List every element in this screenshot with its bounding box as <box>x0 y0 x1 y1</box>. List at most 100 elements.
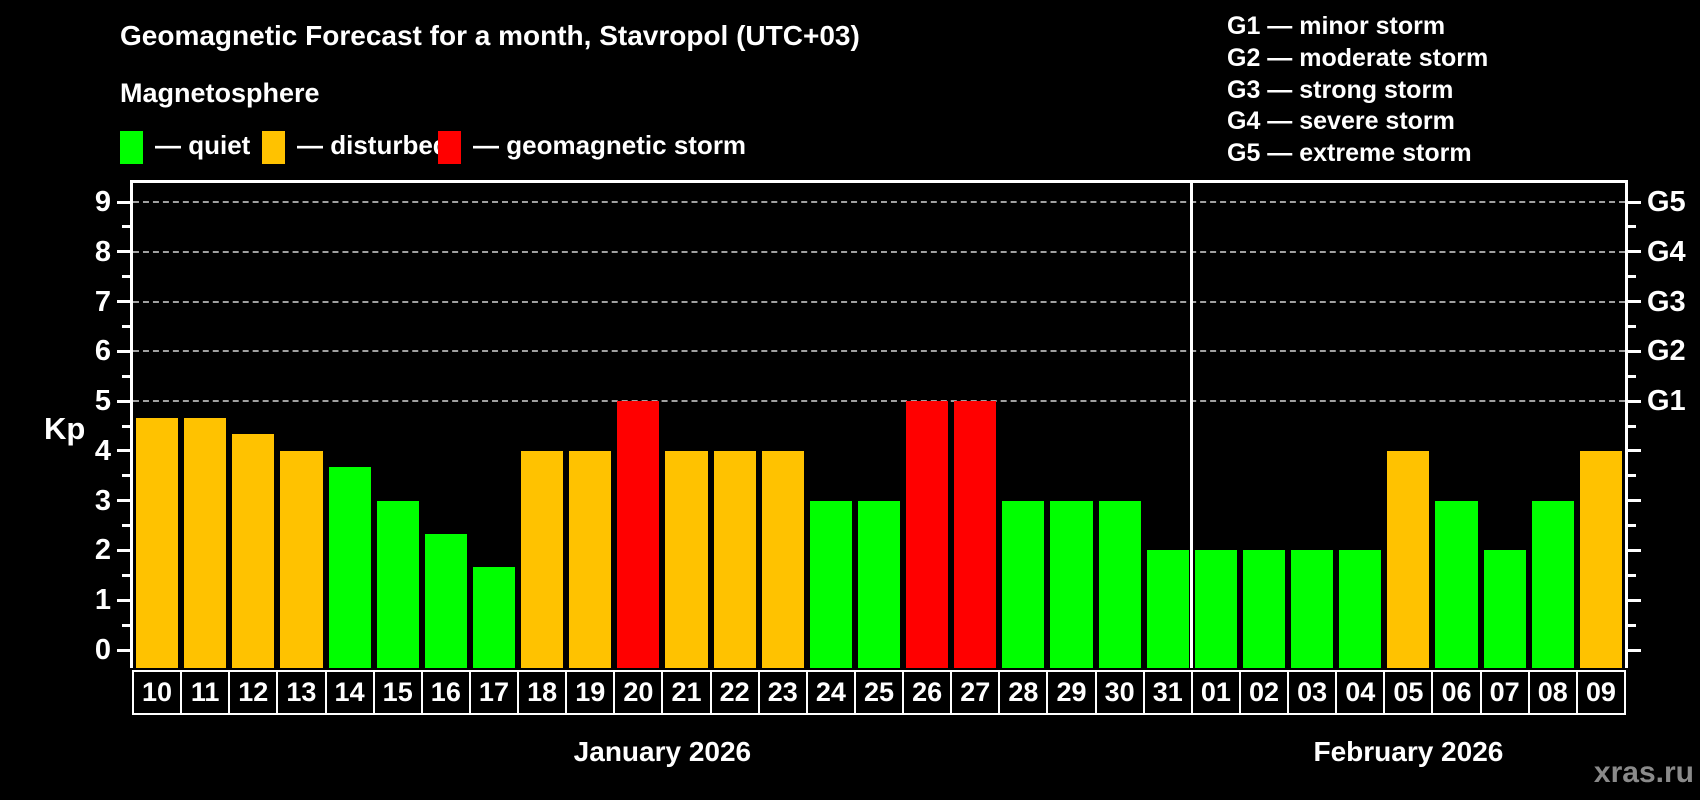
y-axis-tick <box>122 524 130 528</box>
gridline-kp7 <box>133 300 1625 303</box>
kp-bar-day-26 <box>906 401 949 668</box>
legend-item-storm: — geomagnetic storm <box>438 130 747 167</box>
right-axis-tick <box>1628 474 1636 478</box>
y-tick-label-8: 8 <box>94 235 111 268</box>
right-axis-tick <box>1628 449 1641 453</box>
y-axis-tick <box>122 374 130 378</box>
legend-item-disturbed: — disturbed <box>262 130 449 167</box>
y-tick-label-6: 6 <box>94 335 111 368</box>
plot-border-right <box>1625 180 1628 668</box>
gridline-kp8 <box>133 250 1625 253</box>
y-tick-label-4: 4 <box>94 434 111 467</box>
right-axis-tick <box>1628 399 1641 403</box>
day-label-28: 28 <box>998 670 1049 715</box>
month-divider <box>1190 183 1194 668</box>
kp-bar-day-16 <box>424 534 467 668</box>
kp-bar-day-10 <box>136 417 179 668</box>
y-axis-tick <box>117 349 130 353</box>
y-axis-tick <box>117 399 130 403</box>
month-label-right: February 2026 <box>1313 736 1504 767</box>
day-label-09: 09 <box>1575 670 1626 715</box>
right-axis-tick <box>1628 324 1636 328</box>
y-axis-tick <box>117 449 130 453</box>
disturbed-color-swatch <box>262 131 285 164</box>
y-axis-tick <box>122 623 130 627</box>
y-tick-label-7: 7 <box>94 285 111 318</box>
month-label-left: January 2026 <box>573 736 752 767</box>
g-scale-label-G4: G4 <box>1647 235 1686 268</box>
y-axis-title: Kp <box>44 411 86 446</box>
watermark: xras.ru <box>1593 756 1694 789</box>
y-axis-tick <box>122 573 130 577</box>
y-axis-tick <box>117 200 130 204</box>
kp-bar-day-23 <box>761 450 804 668</box>
y-tick-label-9: 9 <box>94 186 111 218</box>
legend-label: — quiet <box>155 130 251 160</box>
day-label-21: 21 <box>661 670 712 715</box>
storm-color-swatch <box>438 131 461 164</box>
right-axis-tick <box>1628 499 1641 503</box>
storm-scale-line: G3 — strong storm <box>1227 75 1454 104</box>
kp-bar-day-25 <box>857 500 901 668</box>
day-label-22: 22 <box>709 670 760 715</box>
plot-border-left <box>130 180 133 668</box>
storm-scale-line: G4 — severe storm <box>1227 107 1455 136</box>
storm-scale-line: G2 — moderate storm <box>1227 43 1489 72</box>
plot-border-top <box>130 180 1628 183</box>
right-axis-tick <box>1628 598 1641 602</box>
legend-item-quiet: — quiet <box>120 130 251 167</box>
right-axis-tick <box>1628 548 1641 552</box>
day-label-13: 13 <box>276 670 327 715</box>
kp-bar-day-04 <box>1339 550 1382 668</box>
right-axis-tick <box>1628 374 1636 378</box>
day-label-03: 03 <box>1287 670 1338 715</box>
y-tick-label-5: 5 <box>94 385 111 418</box>
day-label-07: 07 <box>1479 670 1530 715</box>
kp-bar-day-28 <box>1002 500 1045 668</box>
day-label-16: 16 <box>420 670 471 715</box>
right-axis-tick <box>1628 648 1641 652</box>
kp-bar-day-30 <box>1098 500 1141 668</box>
y-axis-tick <box>117 548 130 552</box>
kp-bar-day-29 <box>1050 500 1093 668</box>
kp-bar-day-14 <box>328 467 371 668</box>
kp-bar-day-13 <box>280 450 323 668</box>
y-axis-tick <box>122 225 130 229</box>
day-label-17: 17 <box>468 670 520 715</box>
day-label-20: 20 <box>613 670 664 715</box>
right-axis-tick <box>1628 225 1636 229</box>
kp-bar-day-21 <box>665 450 708 668</box>
y-axis-tick <box>117 300 130 304</box>
storm-scale-line: G5 — extreme storm <box>1227 139 1472 168</box>
kp-bar-day-31 <box>1146 550 1189 668</box>
kp-bar-day-01 <box>1194 550 1237 668</box>
kp-bar-day-24 <box>809 500 852 668</box>
kp-bar-day-27 <box>954 401 997 668</box>
right-axis-tick <box>1628 200 1641 204</box>
day-label-04: 04 <box>1335 670 1386 715</box>
right-axis-tick <box>1628 300 1641 304</box>
right-axis-tick <box>1628 623 1636 627</box>
y-axis-tick <box>117 499 130 503</box>
right-axis-tick <box>1628 349 1641 353</box>
y-axis-tick <box>117 250 130 254</box>
day-label-14: 14 <box>324 670 375 715</box>
right-axis-tick <box>1628 275 1636 279</box>
chart-title: Geomagnetic Forecast for a month, Stavro… <box>120 20 860 51</box>
day-label-15: 15 <box>372 670 423 715</box>
day-label-05: 05 <box>1383 670 1434 715</box>
day-label-30: 30 <box>1094 670 1145 715</box>
kp-bar-day-18 <box>521 450 564 668</box>
g-scale-label-G3: G3 <box>1647 285 1686 318</box>
right-axis-tick <box>1628 524 1636 528</box>
kp-bar-day-02 <box>1242 550 1286 668</box>
day-label-06: 06 <box>1431 670 1482 715</box>
magnetosphere-label: Magnetosphere <box>120 78 320 108</box>
kp-bar-day-09 <box>1579 450 1622 668</box>
day-label-10: 10 <box>132 670 183 715</box>
right-axis-tick <box>1628 573 1636 577</box>
day-label-24: 24 <box>805 670 856 715</box>
legend-label: — geomagnetic storm <box>473 130 747 160</box>
y-axis-tick <box>122 474 130 478</box>
